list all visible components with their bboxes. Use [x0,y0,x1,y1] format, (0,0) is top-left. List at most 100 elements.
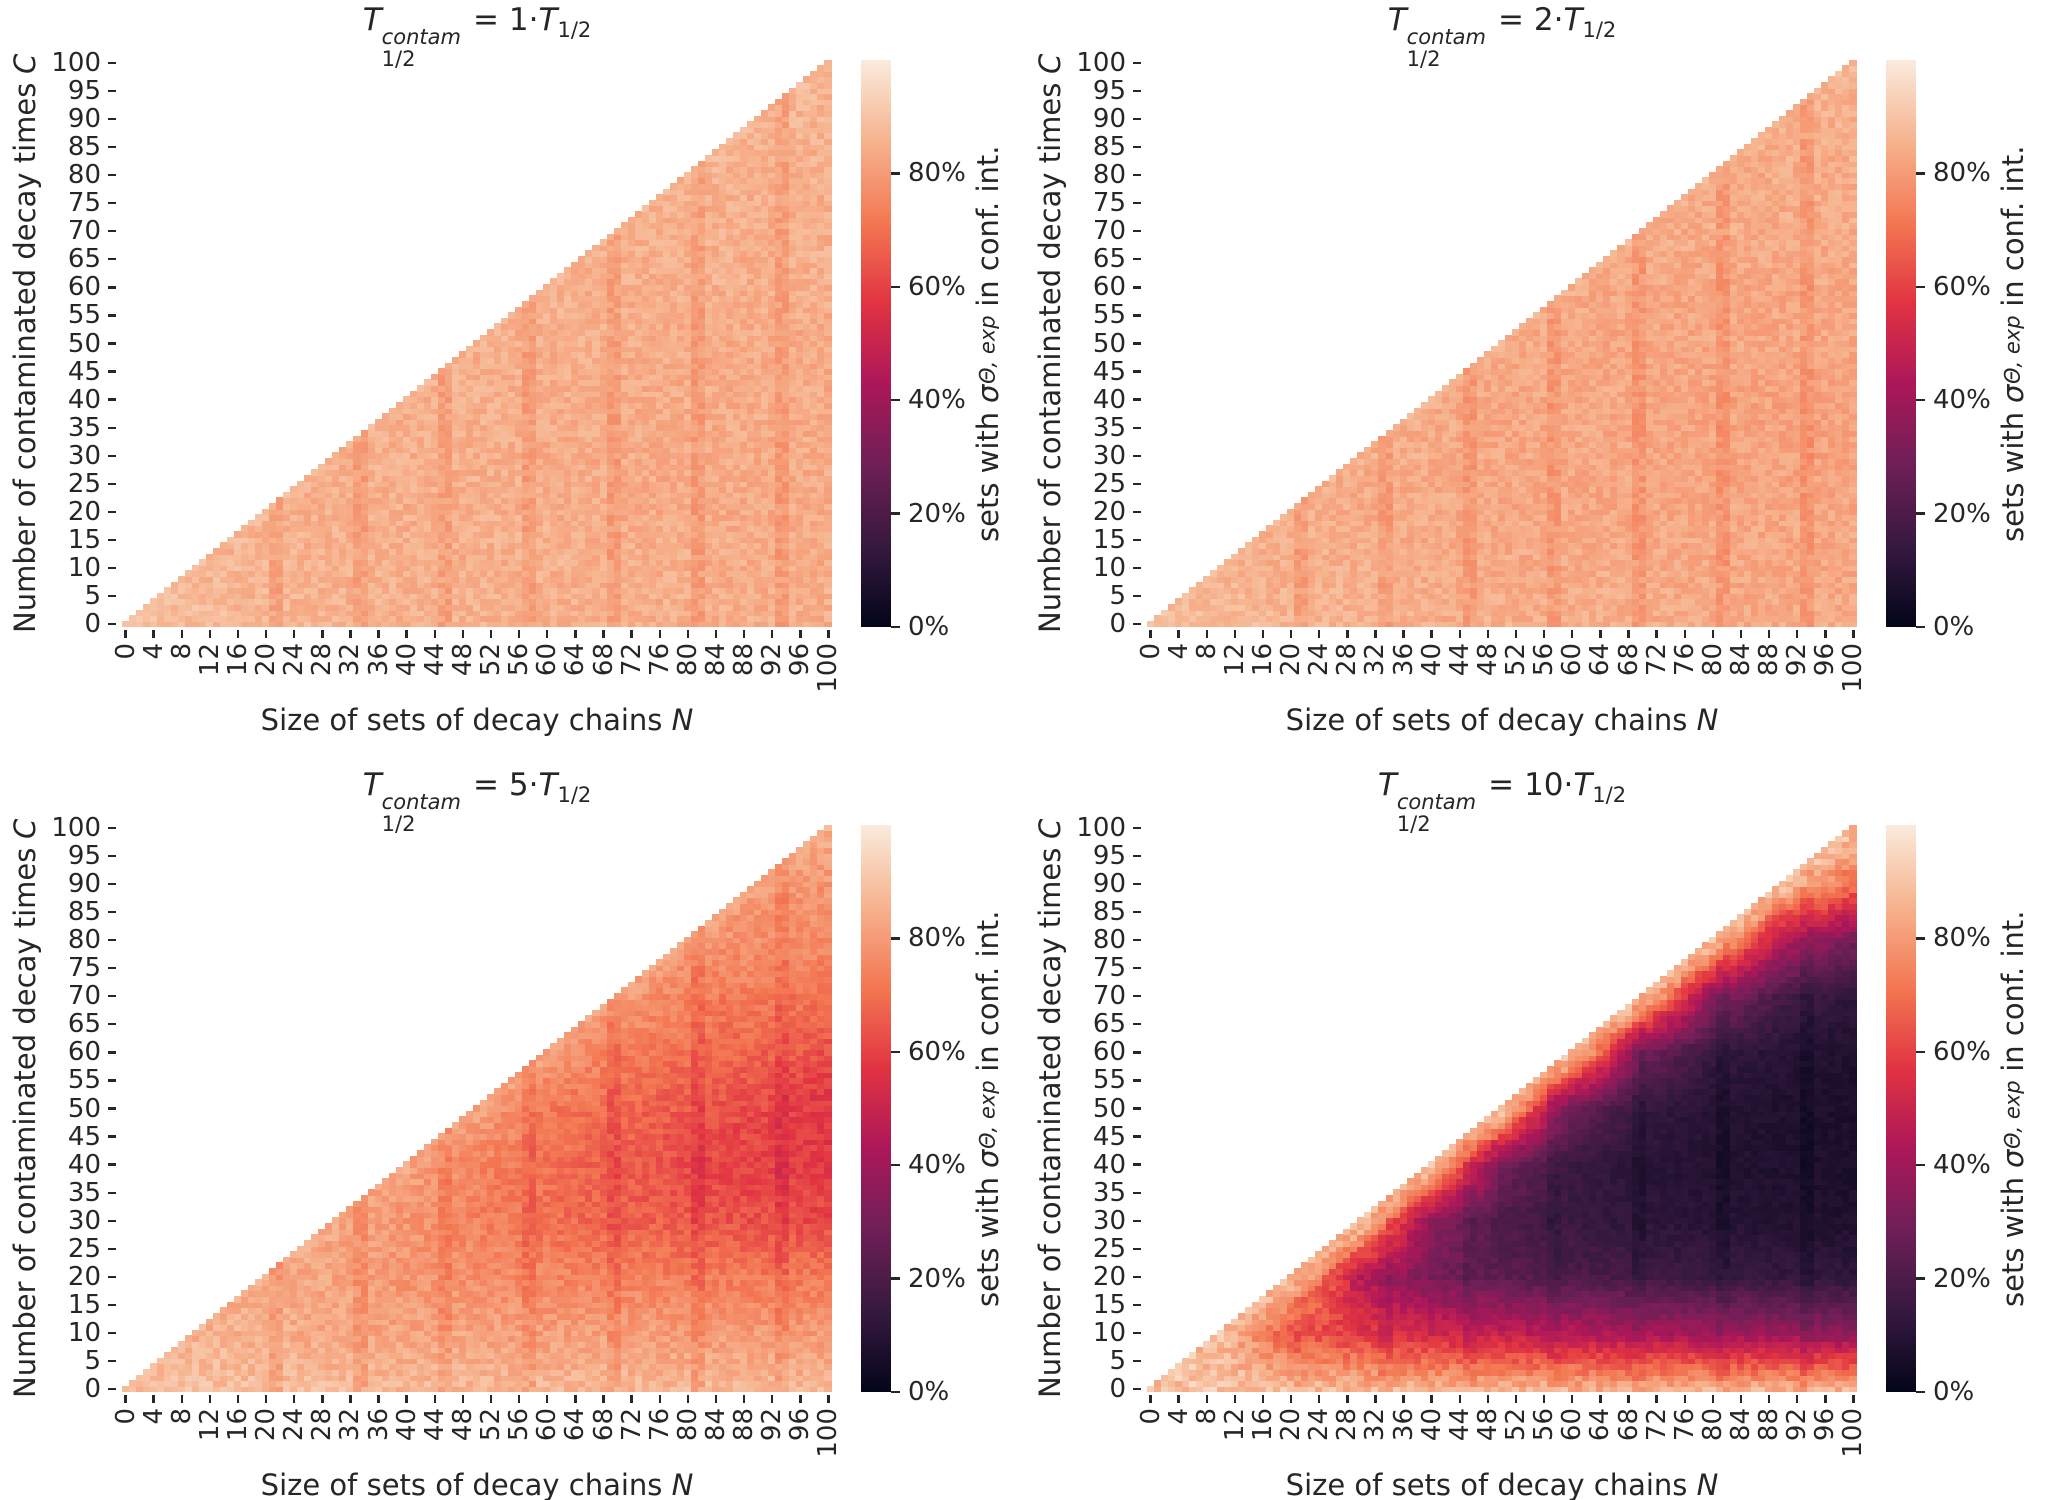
title-symbol: T [1377,767,1397,803]
y-axis-ticks: 0 5 10 15 20 25 30 35 40 45 50 55 60 65 70 75 80 85 90 95 10… [0,50,118,637]
y-tick: 50 [1093,331,1141,357]
x-axis-ticks: 0 4 8 12 16 20 24 28 32 36 40 44 48 52 56 60 64 68 72 76 80 8… [1136,1395,1868,1495]
x-tick-mark [489,630,493,638]
colorbar-tick-label: 60% [908,271,966,302]
x-tick-label: 48 [447,643,478,677]
y-tick: 100 [51,50,116,76]
y-tick-mark [108,622,116,626]
colorbar-tick-mark [1916,937,1925,940]
x-tick-mark [1261,1395,1265,1403]
colorbar-tick-label: 20% [1933,498,1991,529]
x-tick: 36 [364,630,394,676]
y-tick-mark [108,1051,116,1054]
y-tick-label: 35 [67,1177,101,1208]
y-tick: 25 [68,1236,116,1262]
y-tick-label: 20 [1092,1261,1126,1292]
x-tick-label: 0 [110,643,141,660]
colorbar-tick-label: 20% [908,1263,966,1294]
y-tick-label: 30 [1092,440,1126,471]
x-tick: 52 [476,1395,506,1441]
x-tick-label: 92 [1782,643,1813,677]
y-tick-mark [1133,258,1141,261]
x-tick: 76 [645,630,675,676]
x-tick-label: 56 [504,643,535,677]
y-tick: 60 [68,274,116,300]
colorbar-gradient [861,60,891,627]
y-tick-label: 15 [67,1289,101,1320]
x-tick-mark [574,630,577,638]
y-tick-label: 100 [1076,812,1126,843]
x-tick-mark [799,1395,802,1403]
y-tick-mark [108,1247,116,1251]
x-tick-mark [1374,1395,1377,1403]
y-tick-label: 40 [1092,384,1126,415]
x-tick-mark [124,1395,127,1403]
x-tick: 48 [448,1395,478,1441]
x-tick-label: 64 [1585,1408,1616,1442]
colorbar-tick-mark [1916,1277,1925,1280]
x-tick: 84 [701,630,731,676]
y-tick-mark [108,1219,116,1222]
x-tick: 36 [1389,1395,1419,1441]
y-tick-mark [108,1303,116,1307]
y-tick: 95 [68,843,116,869]
x-tick-label: 80 [1697,1408,1728,1442]
colorbar: 0% 20% 40% 60% 80% [1886,825,1991,1405]
y-tick-label: 20 [1092,496,1126,527]
x-tick-label: 36 [1388,643,1419,677]
x-tick-label: 20 [251,1408,282,1442]
x-tick-label: 12 [1219,1408,1250,1442]
x-tick: 100 [813,1395,843,1458]
y-tick-mark [1133,1387,1141,1391]
x-tick-mark [630,1395,633,1403]
x-tick: 84 [701,1395,731,1441]
y-tick-label: 75 [67,953,101,984]
y-tick-mark [108,89,116,93]
x-tick-mark [658,1395,661,1403]
y-tick-mark [1133,1219,1141,1222]
y-tick: 50 [68,331,116,357]
x-tick: 0 [111,1395,141,1425]
x-tick-mark [1767,1395,1771,1403]
y-tick-mark [1133,966,1141,970]
x-tick-label: 76 [644,1408,675,1442]
y-tick-label: 95 [1092,840,1126,871]
x-tick-label: 4 [138,1408,169,1425]
x-tick: 4 [1164,630,1194,660]
x-tick: 60 [532,1395,562,1441]
x-tick: 68 [1614,630,1644,676]
y-tick: 65 [1093,1011,1141,1037]
x-tick-mark [293,1395,296,1403]
x-tick-label: 4 [1163,1408,1194,1425]
x-tick: 28 [307,1395,337,1441]
y-tick-label: 40 [67,1149,101,1180]
y-tick: 55 [68,1067,116,1093]
y-tick-label: 0 [84,1374,101,1405]
y-tick-label: 100 [51,47,101,78]
x-tick: 68 [589,630,619,676]
y-tick: 95 [68,78,116,104]
x-tick: 88 [1754,630,1784,676]
x-tick-mark [1289,630,1293,638]
x-tick-mark [1318,1395,1321,1403]
y-tick-mark [108,1135,116,1138]
y-tick: 70 [68,218,116,244]
x-tick-mark [1852,1395,1855,1403]
y-tick-mark [1133,910,1141,914]
y-tick-mark [108,995,116,998]
colorbar-tick-mark [891,285,900,288]
y-tick-mark [1133,854,1141,858]
x-tick-label: 12 [1219,643,1250,677]
y-tick-label: 70 [67,216,101,247]
x-tick-label: 44 [419,1408,450,1442]
title-symbol: T [1387,2,1407,38]
x-tick: 20 [251,1395,282,1442]
y-tick: 80 [68,162,116,188]
x-tick: 16 [1248,1395,1278,1441]
heatmap-canvas [1147,825,1857,1392]
y-tick-mark [108,510,116,514]
y-tick-label: 85 [67,132,101,162]
x-tick: 48 [1473,630,1503,676]
